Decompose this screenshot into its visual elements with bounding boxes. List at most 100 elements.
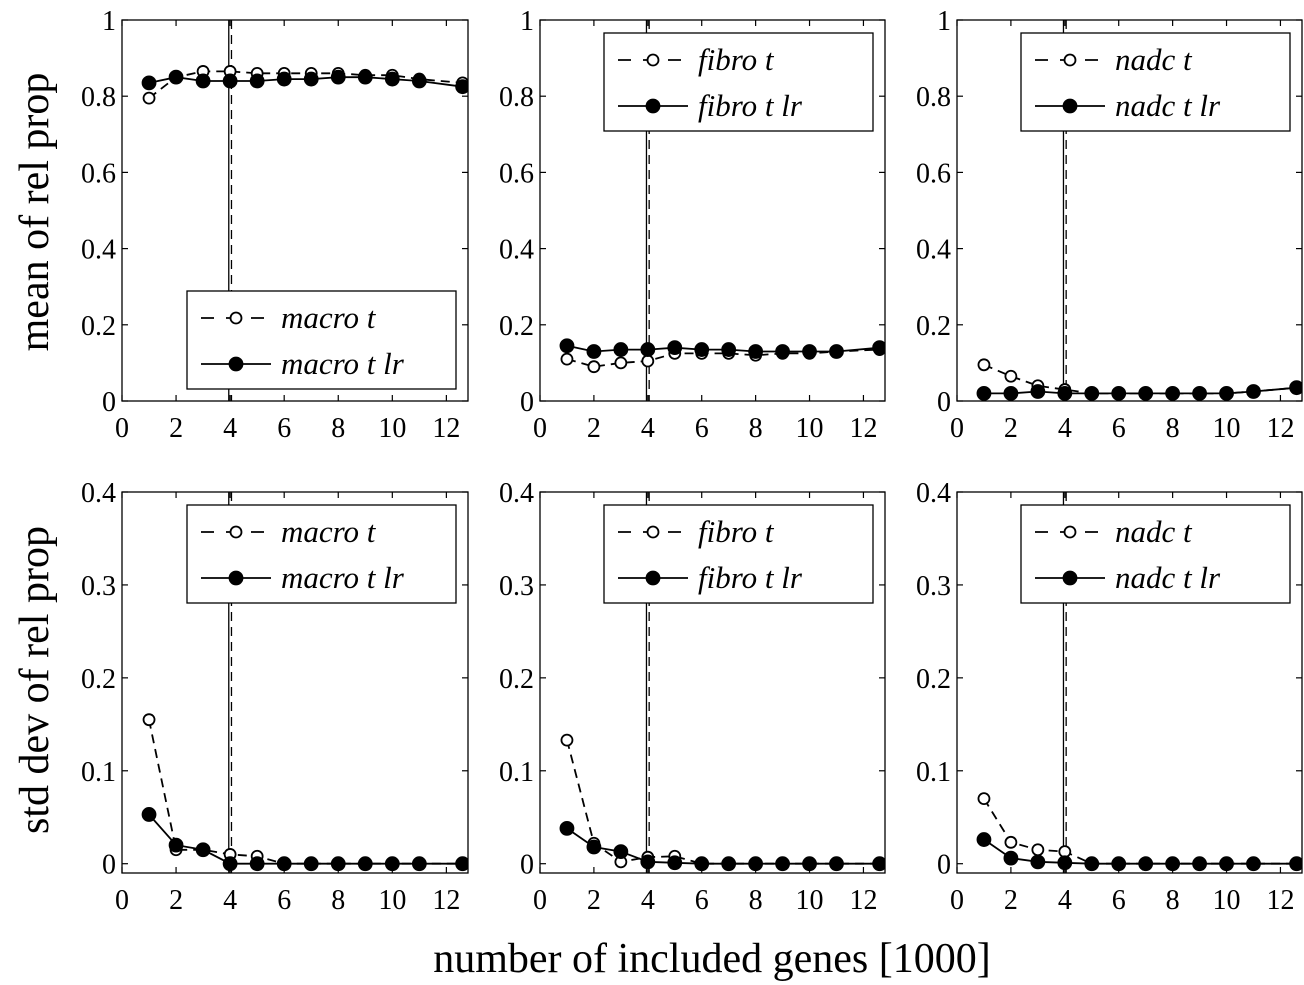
x-tick-label: 12: [432, 413, 460, 444]
legend-label: macro t lr: [281, 560, 405, 595]
legend: macro t macro t lr: [186, 504, 457, 604]
data-point: [168, 69, 184, 85]
x-tick-label: 0: [533, 413, 547, 444]
y-tick-label: 0: [102, 850, 116, 881]
legend-marker: [229, 525, 243, 539]
x-tick-label: 10: [1213, 413, 1241, 444]
data-point: [559, 820, 575, 836]
x-tick-label: 8: [749, 885, 763, 916]
legend-marker: [645, 570, 661, 586]
data-point: [721, 856, 737, 872]
legend-box: [603, 504, 874, 604]
data-point: [357, 69, 373, 85]
data-point: [303, 71, 319, 87]
y-tick-label: 0.4: [81, 235, 116, 266]
subplot-0-2: 0 2 4 6 8 10 12 0 0.2 0.4 0.6 0.8 1 nadc t nadc t lr: [916, 6, 1303, 444]
data-point: [1057, 385, 1073, 401]
data-point: [977, 792, 991, 806]
y-tick-label: 0.3: [81, 571, 116, 602]
data-point: [1003, 385, 1019, 401]
data-point: [384, 856, 400, 872]
data-point: [411, 73, 427, 89]
data-point: [667, 855, 683, 871]
data-point: [1004, 369, 1018, 383]
y-tick-label: 0.1: [499, 757, 534, 788]
x-tick-label: 8: [331, 885, 345, 916]
data-point: [694, 342, 710, 357]
data-point: [560, 733, 574, 747]
legend: macro t macro t lr: [186, 290, 457, 390]
data-point: [330, 69, 346, 85]
legend-marker: [1063, 53, 1077, 67]
data-point: [1165, 856, 1181, 872]
x-tick-label: 12: [849, 885, 877, 916]
legend-label: fibro t lr: [698, 88, 803, 123]
data-point: [222, 73, 238, 89]
x-tick-label: 8: [1166, 413, 1180, 444]
data-point: [1084, 385, 1100, 401]
x-tick-label: 0: [950, 885, 964, 916]
legend-label: nadc t lr: [1115, 88, 1221, 123]
data-point: [142, 91, 156, 105]
data-point: [640, 854, 656, 870]
data-point: [195, 73, 211, 89]
x-tick-label: 2: [587, 413, 601, 444]
data-point: [411, 856, 427, 872]
legend: nadc t nadc t lr: [1020, 504, 1291, 604]
y-tick-label: 0.3: [916, 571, 951, 602]
y-tick-label: 0.2: [499, 664, 534, 695]
x-tick-label: 2: [1004, 885, 1018, 916]
subplot-1-1: 0 2 4 6 8 10 12 0 0.1 0.2 0.3 0.4 fibro t fibro t lr: [499, 478, 886, 916]
legend-marker: [228, 356, 244, 372]
data-point: [357, 856, 373, 872]
y-tick-label: 0.8: [499, 82, 534, 113]
legend-marker: [229, 311, 243, 325]
x-tick-label: 10: [378, 885, 406, 916]
plot-area: [141, 492, 468, 873]
x-tick-label: 8: [331, 413, 345, 444]
data-point: [276, 71, 292, 87]
x-tick-label: 0: [115, 885, 129, 916]
x-tick-label: 4: [641, 885, 655, 916]
y-tick-label: 0.4: [81, 478, 116, 509]
y-tick-label: 1: [102, 6, 116, 37]
x-tick-label: 2: [169, 413, 183, 444]
legend-label: macro t lr: [281, 346, 405, 381]
data-point: [775, 344, 790, 359]
x-tick-label: 10: [1213, 885, 1241, 916]
series-line: [148, 813, 463, 865]
x-tick-label: 8: [1166, 885, 1180, 916]
data-point: [976, 832, 992, 847]
legend-box: [1020, 504, 1291, 604]
data-point: [560, 352, 574, 366]
x-tick-label: 4: [223, 885, 237, 916]
data-point: [748, 344, 764, 359]
y-tick-label: 0.2: [81, 311, 116, 342]
x-tick-label: 6: [277, 413, 291, 444]
data-point: [142, 713, 156, 727]
data-point: [614, 356, 628, 370]
data-point: [613, 844, 629, 860]
data-point: [721, 342, 737, 357]
x-axis-label: number of included genes [1000]: [433, 936, 991, 982]
data-point: [222, 856, 238, 872]
legend-label: nadc t: [1115, 514, 1193, 549]
data-point: [641, 354, 655, 368]
legend: fibro t fibro t lr: [603, 32, 874, 132]
data-point: [872, 340, 885, 356]
axes-frame: [956, 491, 1303, 874]
data-point: [586, 344, 602, 359]
subplot-0-1: 0 2 4 6 8 10 12 0 0.2 0.4 0.6 0.8 1 fibro t fibro t lr: [499, 6, 886, 444]
y-tick-label: 0: [520, 387, 534, 418]
data-point: [667, 340, 683, 356]
data-point: [141, 75, 157, 91]
x-tick-label: 0: [533, 885, 547, 916]
legend-marker: [228, 570, 244, 586]
data-point: [1111, 385, 1127, 401]
x-tick-label: 6: [277, 885, 291, 916]
data-point: [1219, 385, 1234, 401]
data-point: [977, 358, 991, 372]
y-tick-label: 0.4: [916, 235, 951, 266]
data-point: [1246, 856, 1261, 872]
legend-marker: [1062, 98, 1078, 114]
